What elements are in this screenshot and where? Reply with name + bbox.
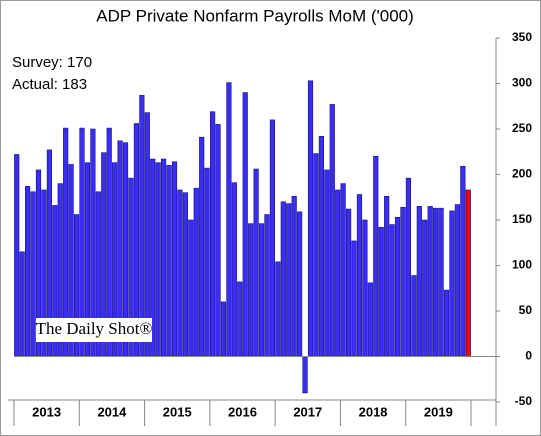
- bar: [324, 169, 330, 357]
- bar: [449, 210, 455, 357]
- bar: [454, 204, 460, 357]
- bar: [411, 275, 417, 357]
- bar: [139, 95, 145, 357]
- bar: [433, 207, 439, 357]
- bar: [318, 135, 324, 357]
- bar: [209, 111, 216, 357]
- bar: [264, 214, 270, 357]
- x-tick-label: 2019: [424, 404, 453, 419]
- bar: [443, 289, 450, 357]
- bar: [286, 203, 292, 357]
- bar: [405, 177, 412, 357]
- bar: [199, 136, 205, 357]
- bar: [340, 183, 346, 357]
- bar: [362, 219, 368, 357]
- bar: [313, 153, 319, 357]
- bar: [416, 206, 422, 357]
- bar: [389, 224, 395, 357]
- bar: [188, 219, 194, 357]
- bar: [460, 166, 466, 357]
- y-tick-label: 200: [512, 167, 532, 181]
- bar: [280, 201, 286, 357]
- bar: [155, 162, 161, 357]
- bar: [367, 282, 373, 357]
- bar: [400, 206, 406, 357]
- bar: [356, 194, 363, 357]
- y-tick-label: 50: [519, 303, 533, 317]
- bar: [242, 92, 248, 357]
- bar: [204, 167, 210, 357]
- bar: [177, 189, 183, 357]
- bar: [384, 196, 390, 357]
- y-tick-label: 0: [525, 349, 532, 363]
- bar: [14, 154, 20, 357]
- bar: [297, 211, 303, 357]
- bar: [422, 219, 428, 357]
- y-tick-label: 100: [512, 258, 532, 272]
- bar: [220, 301, 227, 357]
- watermark-box: [36, 318, 152, 342]
- bar: [275, 261, 281, 357]
- bar: [427, 206, 433, 357]
- bar: [25, 186, 31, 357]
- x-tick-label: 2018: [359, 404, 388, 419]
- bar: [465, 189, 471, 357]
- bar: [291, 196, 297, 357]
- bar: [161, 158, 167, 357]
- bar: [307, 80, 314, 357]
- x-tick-label: 2016: [228, 404, 257, 419]
- bar: [258, 223, 265, 357]
- x-tick-label: 2015: [163, 404, 192, 419]
- bar: [394, 216, 401, 357]
- bar: [438, 207, 444, 357]
- bar: [19, 251, 25, 357]
- bar: [226, 82, 232, 357]
- bar: [237, 281, 243, 357]
- x-tick-label: 2013: [32, 404, 61, 419]
- bar: [373, 156, 379, 357]
- bar: [193, 187, 199, 357]
- y-tick-label: -50: [515, 394, 533, 408]
- bar: [171, 161, 178, 357]
- bar: [335, 189, 341, 357]
- watermark: The Daily Shot®: [36, 319, 153, 338]
- chart-title: ADP Private Nonfarm Payrolls MoM ('000): [96, 6, 414, 25]
- bar: [248, 223, 254, 357]
- bar: [329, 104, 335, 357]
- y-tick-label: 150: [512, 212, 532, 226]
- bar: [182, 192, 188, 357]
- bar: [378, 226, 384, 357]
- y-tick-label: 300: [512, 76, 532, 90]
- annotation: Actual: 183: [12, 76, 87, 93]
- annotation: Survey: 170: [12, 54, 92, 71]
- bar: [351, 240, 357, 357]
- bar: [269, 119, 276, 357]
- y-tick-label: 250: [512, 121, 532, 135]
- x-tick-label: 2017: [293, 404, 322, 419]
- bar: [346, 208, 352, 357]
- x-tick-label: 2014: [97, 404, 127, 419]
- bar: [253, 168, 259, 357]
- bar: [302, 356, 308, 394]
- bar: [166, 165, 172, 357]
- y-tick-label: 350: [512, 30, 532, 44]
- bar: [231, 182, 237, 357]
- bar: [215, 124, 221, 357]
